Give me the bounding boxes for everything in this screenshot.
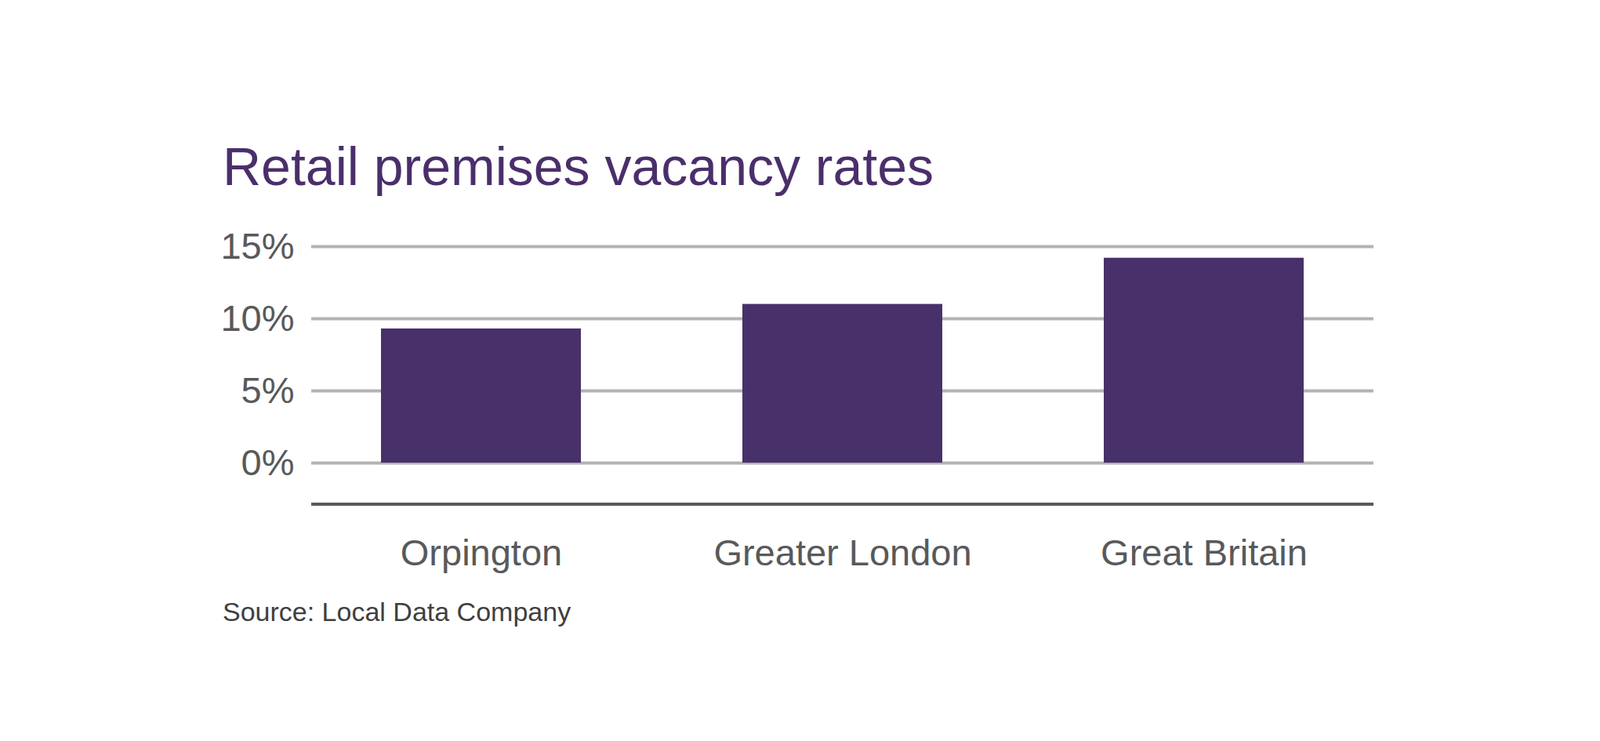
svg-text:Great Britain: Great Britain <box>1100 531 1308 574</box>
svg-text:0%: 0% <box>241 441 295 483</box>
svg-text:Orpington: Orpington <box>400 531 563 574</box>
svg-text:10%: 10% <box>220 297 294 339</box>
html-text:Source: Local Data Company: Source: Local Data Company <box>222 596 571 627</box>
html-text:Retail premises vacancy rates: Retail premises vacancy rates <box>222 136 934 196</box>
svg-text:Greater London: Greater London <box>713 531 972 574</box>
svg-text:5%: 5% <box>241 369 295 411</box>
svg-text:15%: 15% <box>220 224 294 267</box>
